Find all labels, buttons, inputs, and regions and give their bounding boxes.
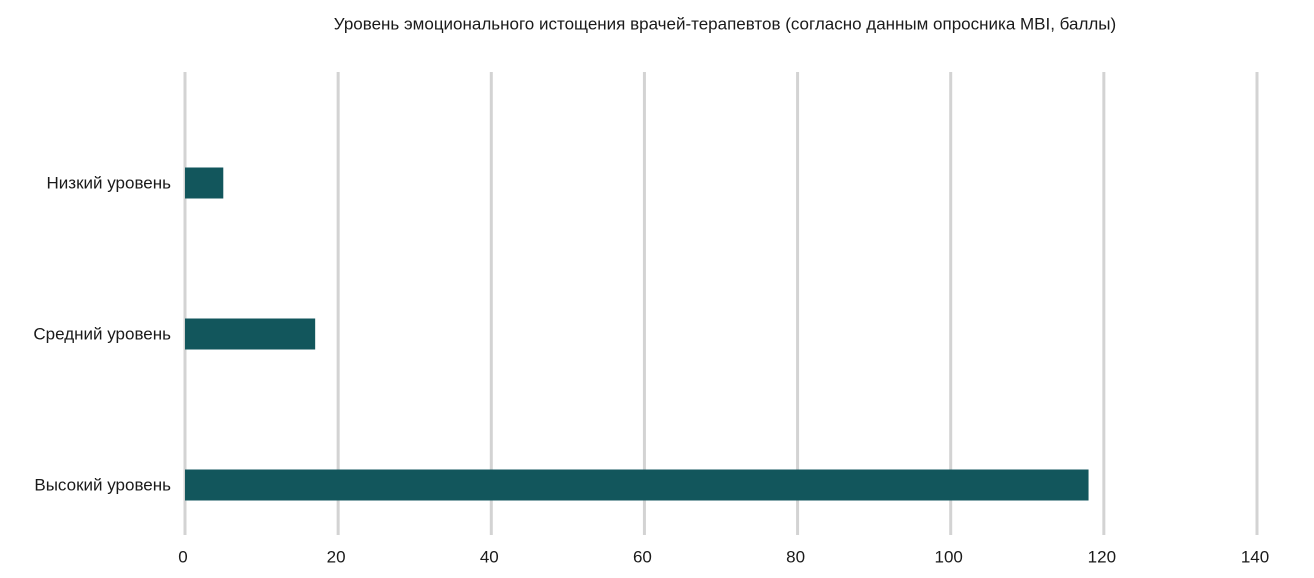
bar [185, 167, 224, 199]
x-tick-label: 80 [786, 547, 805, 566]
x-tick-label: 20 [327, 547, 346, 566]
chart-title: Уровень эмоционального истощения врачей-… [334, 14, 1116, 33]
y-tick-label: Низкий уровень [47, 173, 172, 192]
y-tick-label: Высокий уровень [34, 475, 171, 494]
bar [185, 469, 1089, 501]
x-tick-label: 140 [1241, 547, 1269, 566]
x-tick-label: 60 [633, 547, 652, 566]
bar [185, 318, 316, 350]
x-tick-label: 40 [480, 547, 499, 566]
x-tick-label: 100 [935, 547, 963, 566]
x-tick-label: 0 [178, 547, 187, 566]
y-tick-label: Средний уровень [33, 324, 171, 343]
x-tick-label: 120 [1088, 547, 1116, 566]
